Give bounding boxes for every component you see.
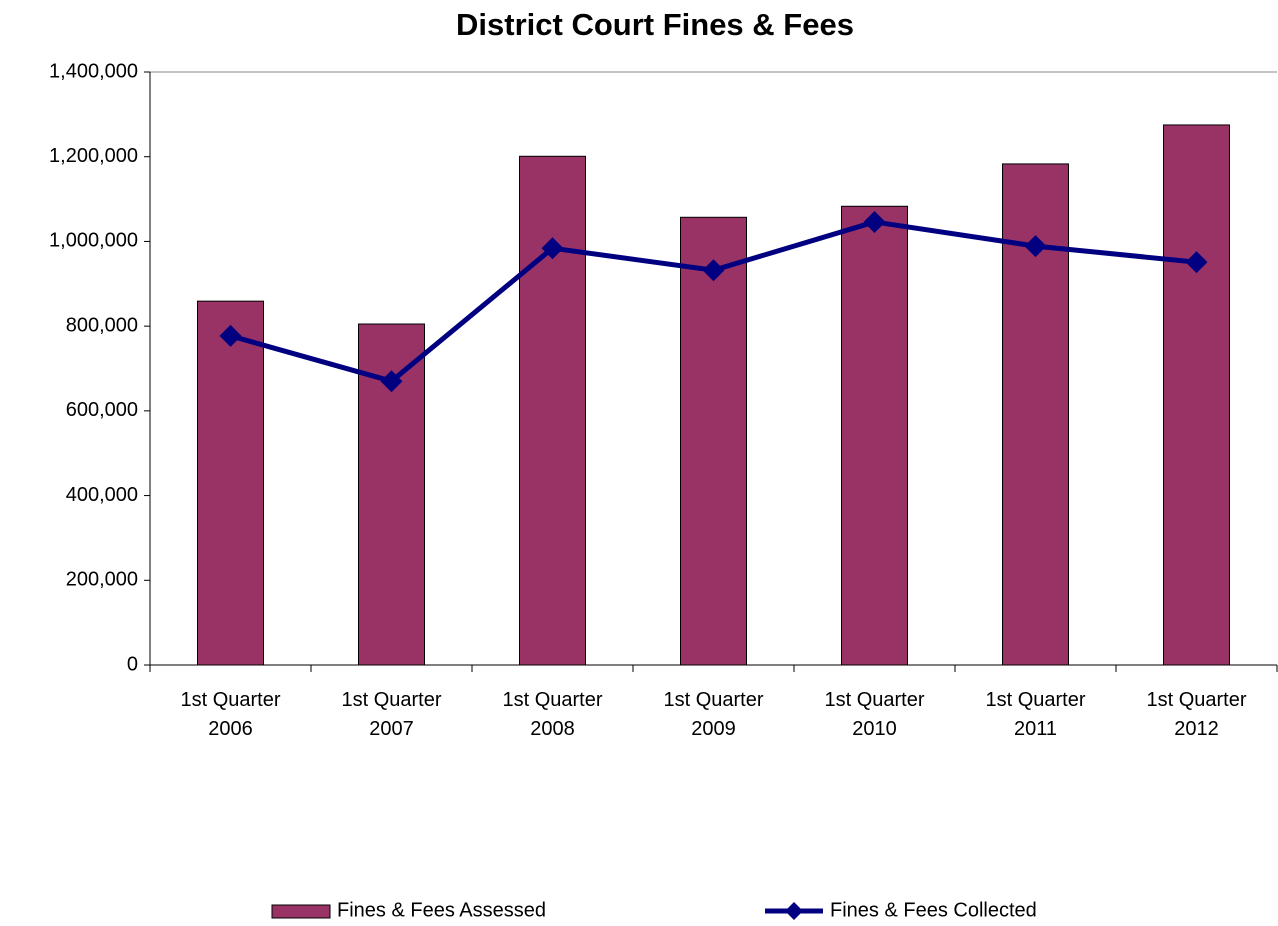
y-tick-label: 1,400,000 bbox=[49, 60, 138, 82]
marker bbox=[1185, 251, 1208, 274]
bar bbox=[197, 300, 264, 666]
legend-label: Fines & Fees Collected bbox=[830, 899, 1037, 921]
x-tick-label: 1st Quarter 2008 bbox=[502, 689, 603, 740]
x-tick-label: 1st Quarter 2012 bbox=[1146, 689, 1247, 740]
marker bbox=[702, 259, 725, 282]
marker bbox=[541, 237, 564, 260]
y-tick-label: 200,000 bbox=[66, 569, 138, 591]
y-tick-label: 0 bbox=[127, 653, 138, 675]
y-tick-label: 1,200,000 bbox=[49, 145, 138, 167]
legend-label: Fines & Fees Assessed bbox=[337, 899, 546, 921]
bar bbox=[841, 205, 908, 666]
x-tick-label: 1st Quarter 2010 bbox=[824, 689, 925, 740]
x-tick-label: 1st Quarter 2006 bbox=[180, 689, 281, 740]
x-tick-label: 1st Quarter 2009 bbox=[663, 689, 764, 740]
x-tick-label: 1st Quarter 2007 bbox=[341, 689, 442, 740]
y-tick-label: 800,000 bbox=[66, 314, 138, 336]
legend-swatch bbox=[271, 904, 331, 919]
marker bbox=[219, 324, 242, 347]
y-tick-label: 600,000 bbox=[66, 399, 138, 421]
chart-title: District Court Fines & Fees bbox=[456, 7, 854, 42]
marker bbox=[380, 370, 403, 393]
marker bbox=[863, 210, 886, 233]
bar bbox=[680, 216, 747, 666]
bar bbox=[1163, 124, 1230, 666]
y-tick-label: 400,000 bbox=[66, 484, 138, 506]
bar bbox=[519, 155, 586, 666]
legend-marker bbox=[785, 902, 803, 920]
y-tick-label: 1,000,000 bbox=[49, 230, 138, 252]
x-tick-label: 1st Quarter 2011 bbox=[985, 689, 1086, 740]
marker bbox=[1024, 235, 1047, 258]
